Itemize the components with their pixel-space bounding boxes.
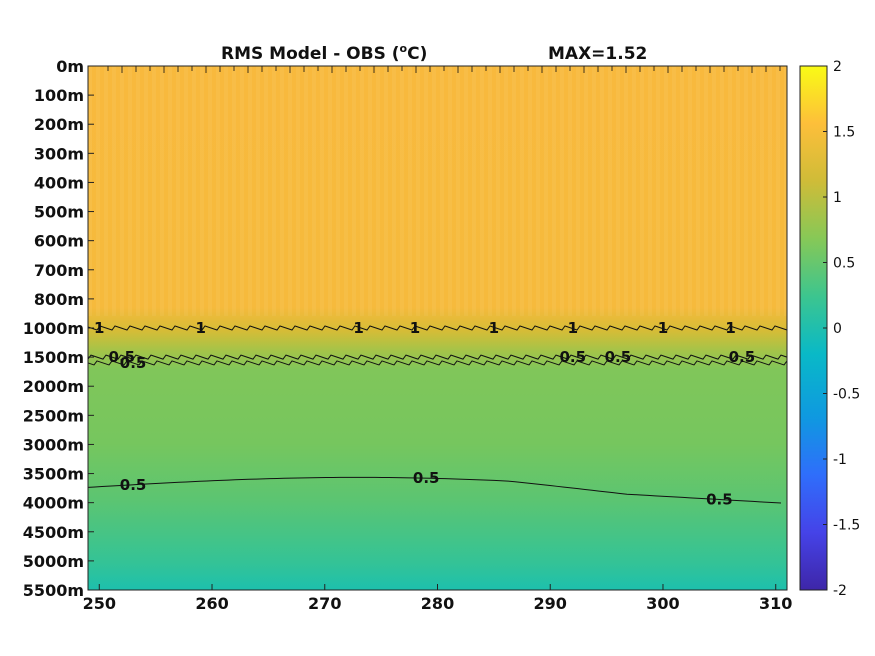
- contour-label: 0.5: [560, 348, 587, 366]
- y-tick-label: 200m: [34, 115, 84, 134]
- y-tick-label: 2000m: [23, 377, 84, 396]
- y-tick-label: 3000m: [23, 435, 84, 454]
- y-tick-label: 600m: [34, 232, 84, 251]
- colorbar-ticks: 2 1.5 1 0.5 0 -0.5 -1 -1.5 -2: [823, 59, 860, 599]
- contour-label: 0.5: [605, 348, 632, 366]
- contour-label: 0.5: [413, 469, 440, 487]
- contour-label: 0.5: [706, 491, 733, 509]
- y-tick-label: 4000m: [23, 494, 84, 513]
- y-tick-label: 400m: [34, 173, 84, 192]
- y-tick-label: 100m: [34, 86, 84, 105]
- contour-lines: [87, 66, 788, 504]
- y-tick-label: 0m: [56, 57, 84, 76]
- contour-label: 0.5: [729, 348, 756, 366]
- plot-area: 1 1 1 1 1 1 1 10.5 0.5 0.5 0.50.50.5 0.50.5: [87, 65, 788, 591]
- x-tick-label: 260: [195, 594, 228, 613]
- x-tick-label: 270: [308, 594, 341, 613]
- contour-line: [87, 354, 788, 360]
- colorbar-tick-label: 1.5: [833, 125, 855, 141]
- colorbar-tick-label: -2: [833, 583, 847, 599]
- y-tick-label: 800m: [34, 290, 84, 309]
- y-tick-label: 300m: [34, 144, 84, 163]
- contour-label: 0.5: [120, 476, 147, 494]
- y-tick-label: 700m: [34, 261, 84, 280]
- y-tick-label: 1000m: [23, 319, 84, 338]
- chart-title: RMS Model - OBS (oC): [221, 42, 427, 64]
- contour-labels: 1 1 1 1 1 1 1 10.5 0.5 0.5 0.50.50.5 0.50.5: [94, 319, 755, 509]
- y-tick-label: 1500m: [23, 348, 84, 367]
- colorbar-tick-label: -1.5: [833, 518, 860, 534]
- colorbar-tick-label: 0: [833, 321, 842, 337]
- y-tick-label: 2500m: [23, 406, 84, 425]
- x-tick-label: 300: [646, 594, 679, 613]
- colorbar-tick-label: -1: [833, 452, 847, 468]
- contour-label: 1: [94, 319, 104, 337]
- contour-label: 1: [196, 319, 206, 337]
- contour-label: 1: [658, 319, 668, 337]
- x-tick-label: 310: [759, 594, 792, 613]
- contour-label: 0.5: [109, 348, 136, 366]
- colorbar-gradient: [799, 65, 828, 591]
- y-tick-label: 500m: [34, 203, 84, 222]
- y-tick-label: 3500m: [23, 465, 84, 484]
- y-tick-label: 5500m: [23, 581, 84, 600]
- colorbar: 2 1.5 1 0.5 0 -0.5 -1 -1.5 -2: [799, 59, 860, 599]
- colorbar-tick-label: 2: [833, 59, 842, 75]
- y-tick-label: 5000m: [23, 552, 84, 571]
- contour-line: [87, 325, 788, 331]
- contour-line: [87, 476, 782, 504]
- contour-label: 1: [489, 319, 499, 337]
- x-tick-label: 290: [534, 594, 567, 613]
- colorbar-tick-label: 1: [833, 190, 842, 206]
- contour-label: 1: [725, 319, 735, 337]
- contour-label: 1: [410, 319, 420, 337]
- contour-line: [87, 360, 788, 366]
- contour-label: 1: [568, 319, 578, 337]
- y-axis-ticks: 0m 100m 200m 300m 400m 500m 600m 700m 800m 1000m 1…: [23, 57, 94, 600]
- x-tick-label: 280: [421, 594, 454, 613]
- max-label: MAX=1.52: [548, 44, 647, 64]
- x-tick-label: 250: [83, 594, 116, 613]
- contour-label: 1: [353, 319, 363, 337]
- colorbar-tick-label: -0.5: [833, 387, 860, 403]
- y-tick-label: 4500m: [23, 523, 84, 542]
- contour-label: 0.5: [120, 354, 147, 372]
- heatmap-texture: [88, 66, 787, 316]
- x-axis-ticks: 250 260 270 280 290 300 310: [83, 584, 792, 613]
- colorbar-tick-label: 0.5: [833, 256, 855, 272]
